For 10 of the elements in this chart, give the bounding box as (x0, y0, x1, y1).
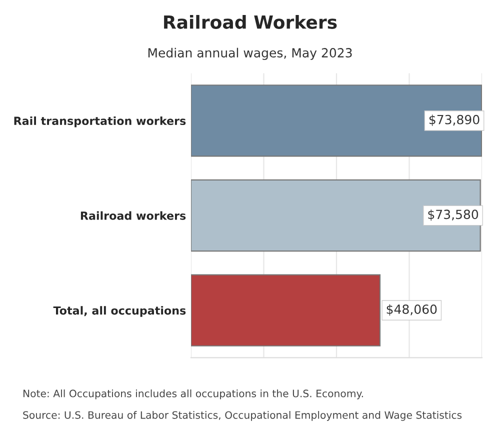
data-label: $48,060 (386, 304, 437, 316)
chart-title: Railroad Workers (164, 14, 337, 29)
data-label: $73,580 (428, 209, 478, 221)
text: Note: All Occupations includes all occupations in the U.S. Economy. (23, 389, 363, 400)
data-label: $73,890 (429, 114, 480, 126)
y-tick-label: Total, all occupations (53, 306, 186, 317)
source-note: Source: U.S. Bureau of Labor Statistics, Occupational Employment and Wage Statistics (23, 411, 462, 421)
y-tick-label: Railroad workers (80, 211, 186, 220)
chart-subtitle: Median annual wages, May 2023 (148, 48, 352, 60)
y-tick-label: Rail transportation workers (14, 116, 186, 128)
